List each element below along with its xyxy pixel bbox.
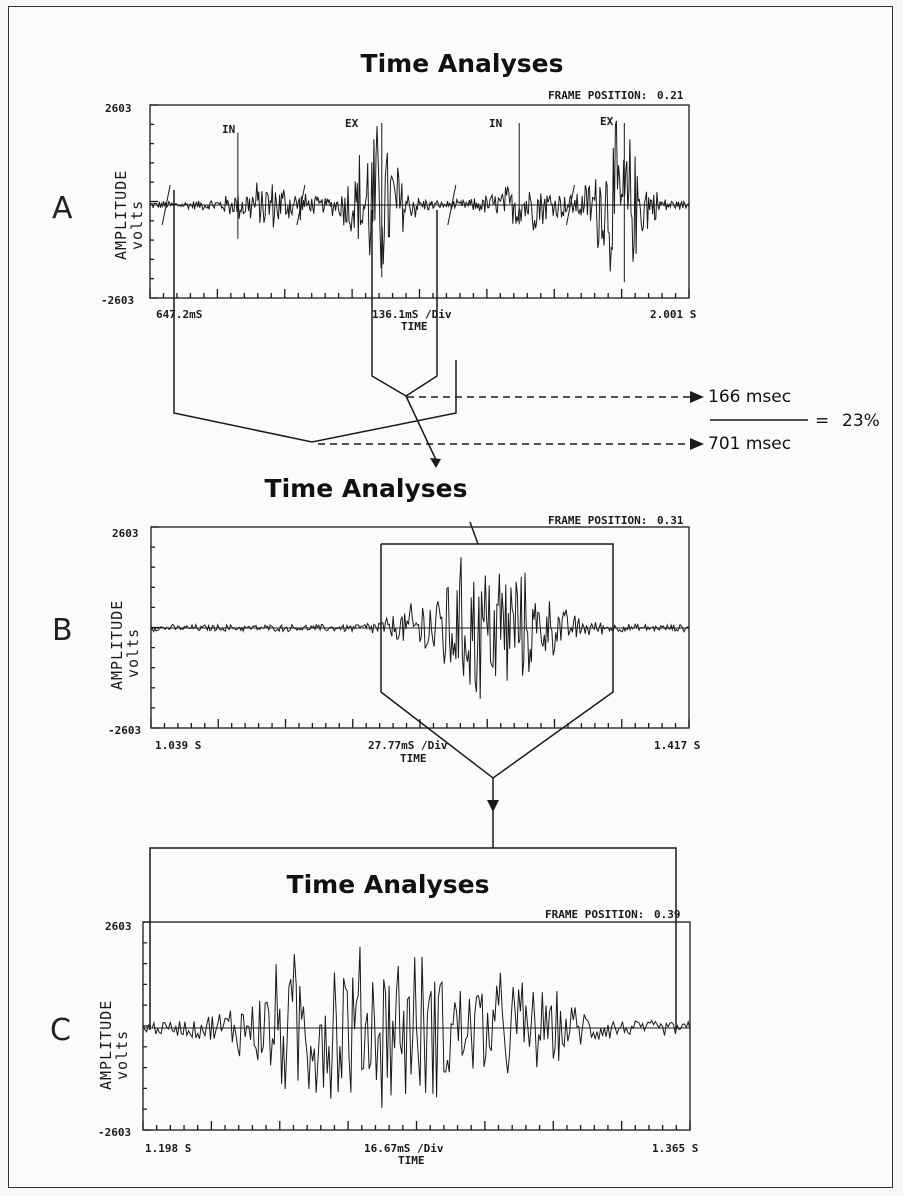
panel-a-x-end: 2.001 S xyxy=(650,308,696,321)
panel-a-phase-ex-2: EX xyxy=(600,115,614,128)
panel-b-signal xyxy=(150,557,690,699)
panel-a-frame-position-label: FRAME POSITION: xyxy=(548,89,647,102)
exp-duration-label: 166 msec xyxy=(708,387,791,407)
panel-b-x-start: 1.039 S xyxy=(155,739,201,752)
panel-a-x-start: 647.2mS xyxy=(156,308,202,321)
panel-a-ymin-label: -2603 xyxy=(101,294,134,307)
panel-a-title: Time Analyses xyxy=(361,49,564,78)
panel-b-x-div: 27.77mS /Div xyxy=(368,739,448,752)
approx-symbol: = xyxy=(815,411,829,431)
panel-c-ticks xyxy=(142,921,691,1131)
panel-b-label: B xyxy=(52,613,73,648)
panel-c-x-div: 16.67mS /Div xyxy=(364,1142,444,1155)
panel-a-signal xyxy=(149,120,690,283)
panel-c-title: Time Analyses xyxy=(287,870,490,899)
arrow-head-701 xyxy=(690,438,704,450)
duration-annotations: 166 msec 701 msec = 23% xyxy=(318,387,880,454)
panel-a-phase-ex-1: EX xyxy=(345,117,359,130)
panel-a-x-div: 136.1mS /Div xyxy=(372,308,452,321)
panel-a-ylabel-unit: volts xyxy=(128,200,146,250)
signal-trace xyxy=(150,557,690,699)
panel-b-ylabel-main: AMPLITUDE xyxy=(108,600,126,690)
panel-a-frame-position-value: 0.21 xyxy=(657,89,684,102)
panel-a-ymax-label: 2603 xyxy=(105,102,132,115)
panel-a-label: A xyxy=(52,191,73,226)
panel-b: Time Analyses FRAME POSITION: 0.31 B 260… xyxy=(52,474,700,765)
panel-b-frame-position-value: 0.31 xyxy=(657,514,684,527)
panel-b-x-end: 1.417 S xyxy=(654,739,700,752)
panel-b-ymin-label: -2603 xyxy=(108,724,141,737)
phase-marker xyxy=(161,184,171,226)
panel-c-xlabel: TIME xyxy=(398,1154,425,1167)
signal-trace xyxy=(142,946,691,1108)
panel-a-ylabel-main: AMPLITUDE xyxy=(112,170,130,260)
phase-marker xyxy=(565,184,575,226)
panel-c-ylabel-unit: volts xyxy=(113,1030,131,1080)
panel-a-phase-in-2: IN xyxy=(489,117,502,130)
panel-c-ymax-label: 2603 xyxy=(105,920,132,933)
phase-marker xyxy=(447,184,457,226)
panel-c-x-end: 1.365 S xyxy=(652,1142,698,1155)
panel-a-xlabel: TIME xyxy=(401,320,428,333)
connector-b-to-c xyxy=(149,521,677,1030)
panel-c-ymin-label: -2603 xyxy=(98,1126,131,1139)
panel-a-ticks xyxy=(149,104,690,299)
panel-b-ticks xyxy=(150,526,690,729)
panel-a: Time Analyses FRAME POSITION: 0.21 A 260… xyxy=(52,49,696,333)
panel-a-phase-in-1: IN xyxy=(222,123,235,136)
signal-trace xyxy=(149,120,690,272)
arrow-head-166 xyxy=(690,391,704,403)
panel-b-ymax-label: 2603 xyxy=(112,527,139,540)
panel-c: Time Analyses FRAME POSITION: 0.39 C 260… xyxy=(50,870,698,1167)
phase-marker xyxy=(296,184,306,226)
connector-a-to-b xyxy=(173,190,457,468)
panel-c-label: C xyxy=(50,1013,71,1048)
panel-c-x-start: 1.198 S xyxy=(145,1142,191,1155)
panel-b-ylabel-unit: volts xyxy=(124,628,142,678)
panel-c-frame-position-value: 0.39 xyxy=(654,908,681,921)
panel-c-signal xyxy=(142,946,691,1108)
cycle-duration-label: 701 msec xyxy=(708,434,791,454)
panel-c-ylabel-main: AMPLITUDE xyxy=(97,1000,115,1090)
panel-b-title: Time Analyses xyxy=(265,474,468,503)
panel-b-xlabel: TIME xyxy=(400,752,427,765)
panel-c-frame-position-label: FRAME POSITION: xyxy=(545,908,644,921)
ratio-label: 23% xyxy=(842,411,880,431)
panel-b-frame-position-label: FRAME POSITION: xyxy=(548,514,647,527)
